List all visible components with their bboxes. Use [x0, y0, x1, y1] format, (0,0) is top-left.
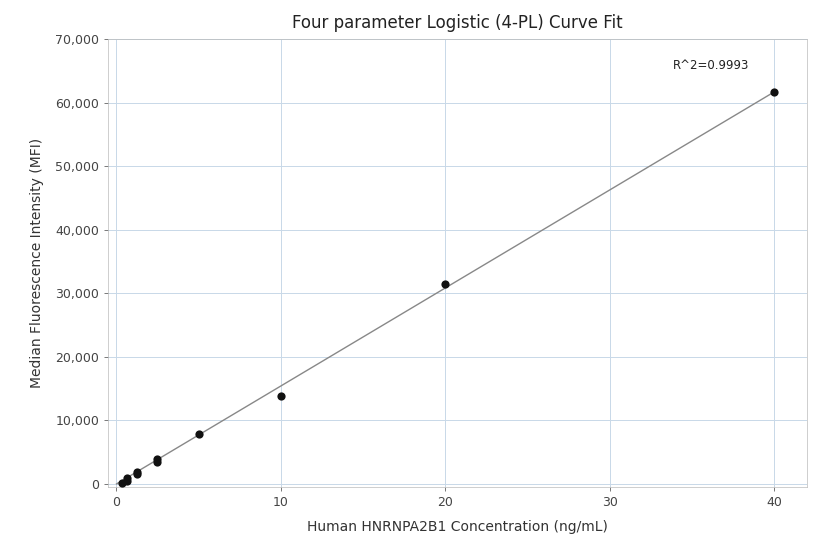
Point: [151, 458, 164, 466]
Point: [151, 454, 164, 463]
Point: [767, 87, 780, 96]
Point: [120, 477, 133, 486]
Point: [438, 279, 452, 288]
Y-axis label: Median Fluorescence Intensity (MFI): Median Fluorescence Intensity (MFI): [30, 138, 44, 388]
Point: [131, 470, 144, 479]
Point: [120, 474, 133, 483]
Point: [192, 430, 206, 438]
Text: R^2=0.9993: R^2=0.9993: [673, 59, 750, 72]
X-axis label: Human HNRNPA2B1 Concentration (ng/mL): Human HNRNPA2B1 Concentration (ng/mL): [307, 520, 608, 534]
Point: [275, 392, 288, 401]
Point: [115, 478, 128, 487]
Title: Four parameter Logistic (4-PL) Curve Fit: Four parameter Logistic (4-PL) Curve Fit: [292, 14, 623, 32]
Point: [131, 468, 144, 477]
